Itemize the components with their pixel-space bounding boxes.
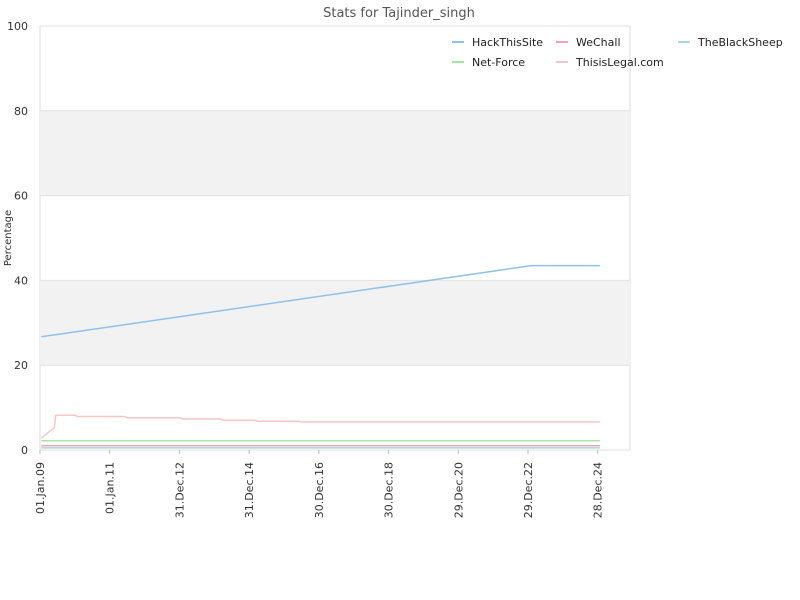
legend-label: TheBlackSheep [697, 36, 783, 49]
grid-bands [39, 25, 631, 451]
y-tick-label: 0 [21, 444, 28, 457]
y-tick-label: 100 [7, 20, 28, 33]
legend-label: Net-Force [472, 56, 525, 69]
plot-area [39, 25, 631, 451]
legend-label: HackThisSite [472, 36, 543, 49]
y-axis-label: Percentage [3, 210, 14, 266]
legend-label: ThisisLegal.com [575, 56, 664, 69]
y-tick-label: 20 [14, 359, 28, 372]
grid-lines [40, 25, 630, 451]
x-tick-label: 01.Jan.11 [104, 462, 117, 514]
grid-band [40, 280, 630, 366]
y-tick-label: 60 [14, 190, 28, 203]
x-tick-label: 01.Jan.09 [34, 462, 47, 514]
x-axis-ticks: 01.Jan.09 01.Jan.11 31.Dec.12 31.Dec.14 30.D… [34, 450, 605, 518]
series-line [40, 414, 600, 439]
x-tick-label: 29.Dec.22 [522, 462, 535, 518]
legend: HackThisSite WeChall TheBlackSheep Net-Forc… [452, 36, 783, 69]
series-lines [40, 264, 600, 449]
x-tick-label: 31.Dec.14 [243, 462, 256, 518]
x-tick-label: 30.Dec.18 [383, 462, 396, 518]
series-line [41, 264, 600, 338]
y-tick-label: 40 [14, 274, 28, 287]
grid-band [40, 110, 630, 196]
chart-title: Stats for Tajinder_singh [323, 6, 475, 21]
y-tick-label: 80 [14, 105, 28, 118]
x-tick-label: 28.Dec.24 [592, 462, 605, 518]
x-tick-label: 29.Dec.20 [452, 462, 465, 518]
legend-label: WeChall [576, 36, 621, 49]
y-axis-ticks: 0 20 40 60 80 100 [7, 20, 28, 457]
x-tick-label: 30.Dec.16 [313, 462, 326, 518]
x-tick-label: 31.Dec.12 [173, 462, 186, 518]
